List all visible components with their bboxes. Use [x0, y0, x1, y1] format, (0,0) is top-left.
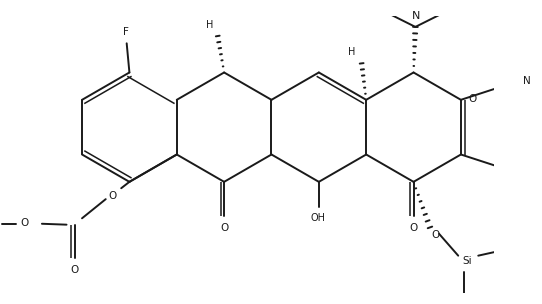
- Text: H: H: [206, 20, 213, 30]
- Text: Si: Si: [462, 256, 472, 266]
- Text: O: O: [409, 223, 418, 233]
- Text: O: O: [431, 230, 440, 240]
- Text: N: N: [522, 76, 531, 86]
- Text: O: O: [70, 265, 79, 275]
- Text: O: O: [220, 223, 228, 233]
- Text: OH: OH: [311, 213, 325, 223]
- Text: H: H: [348, 47, 356, 57]
- Text: O: O: [108, 192, 116, 202]
- Text: O: O: [21, 218, 29, 228]
- Text: F: F: [123, 27, 128, 37]
- Text: N: N: [412, 11, 421, 21]
- Text: O: O: [469, 94, 477, 104]
